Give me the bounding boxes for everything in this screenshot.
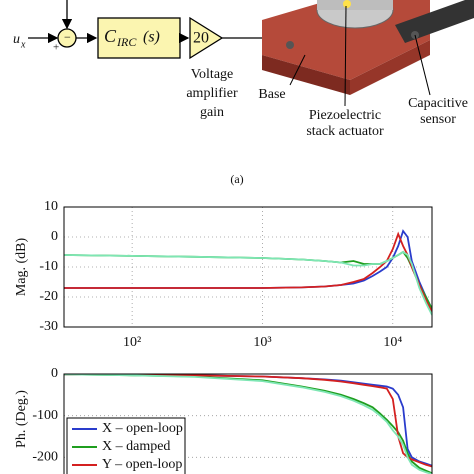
apparatus-photo	[262, 0, 474, 95]
legend-label: X – damped	[102, 439, 170, 454]
legend-label: X – open-loop	[102, 421, 183, 436]
y-tick-label: -30	[39, 319, 58, 334]
gain-label: gain	[200, 105, 224, 120]
sensor-label: sensor	[420, 112, 456, 127]
actuator-label: stack actuator	[306, 124, 384, 139]
series-line	[64, 374, 432, 468]
axes-frame	[63, 373, 433, 474]
y-tick-label: -100	[32, 408, 58, 423]
input-label: u	[13, 32, 20, 47]
plot-area	[64, 229, 432, 316]
series-line	[64, 250, 432, 316]
controller-arg: (s)	[143, 29, 160, 46]
y-tick-label: -10	[39, 259, 58, 274]
series-line	[64, 231, 432, 313]
input-subscript: x	[20, 39, 26, 50]
x-tick-label: 10²	[123, 335, 141, 350]
minus-sign: −	[64, 30, 71, 44]
axes-frame	[63, 206, 433, 328]
gain-label: amplifier	[186, 86, 238, 101]
series-line	[64, 250, 432, 310]
y-tick-label: -20	[39, 289, 58, 304]
block-diagram	[28, 0, 262, 60]
controller-subscript: IRC	[116, 35, 137, 49]
y-tick-label: 0	[51, 366, 58, 381]
y-tick-label: -200	[32, 450, 58, 465]
x-tick-label: 10³	[253, 335, 271, 350]
callouts	[289, 5, 431, 107]
series-line	[64, 374, 432, 474]
gain-value: 20	[193, 30, 209, 47]
legend-label: Y – open-loop	[102, 457, 182, 472]
y-axis-label: Ph. (Deg.)	[14, 390, 29, 448]
controller-main: C	[104, 26, 117, 46]
plot-area	[64, 374, 432, 474]
plus-sign: +	[53, 42, 59, 54]
y-tick-label: 10	[44, 199, 58, 214]
y-axis-label: Mag. (dB)	[14, 238, 29, 297]
base-label: Base	[258, 87, 285, 102]
y-tick-label: 0	[51, 229, 58, 244]
x-tick-label: 10⁴	[383, 335, 402, 350]
caption: (a)	[230, 172, 243, 186]
actuator-label: Piezoelectric	[309, 108, 381, 123]
sensor-label: Capacitive	[408, 96, 468, 111]
gain-label: Voltage	[191, 67, 234, 82]
